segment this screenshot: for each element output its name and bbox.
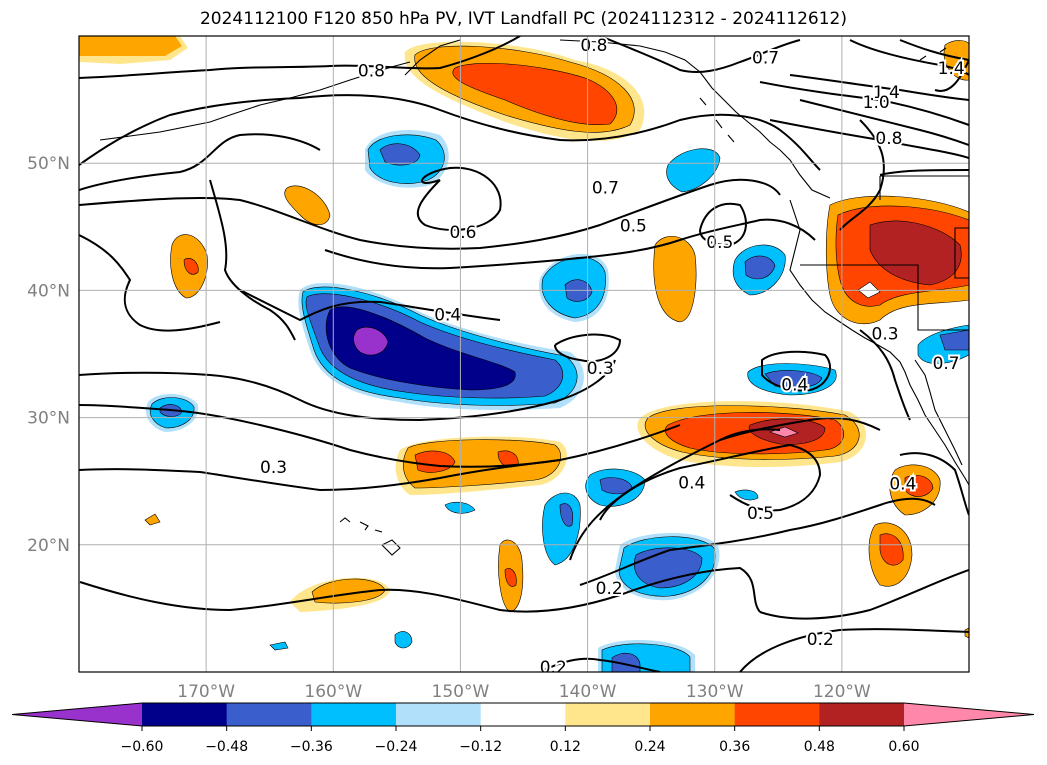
colorbar-bin [142,703,228,726]
negative-anomaly-patch [611,652,641,672]
colorbar-tick-label: −0.60 [121,739,164,755]
contour-label: 0.4 [434,306,461,326]
colorbar-tick-label: −0.24 [375,739,418,755]
negative-anomaly-patch [559,503,573,527]
map-frame [78,35,970,673]
negative-anomaly-patch [353,326,389,356]
contour-label: 0.8 [580,36,607,56]
contour-label: 0.5 [747,504,774,524]
contour-label: 0.2 [596,579,623,599]
colorbar-bin [565,703,651,726]
longitude-labels: 170°W 160°W 150°W 140°W 130°W 120°W [177,682,871,702]
colorbar-bin [226,703,312,726]
colorbar-tick-label: 0.24 [634,739,665,755]
negative-anomaly-patch [734,489,759,501]
contour-label: 0.8 [875,129,902,149]
colorbar-tick-label: −0.48 [205,739,248,755]
contour-label: 0.4 [781,376,808,396]
negative-anomaly-patch [939,329,969,351]
colorbar-bin [904,703,1034,726]
contour-label: 1.4 [873,83,900,103]
colorbar-bin [12,703,142,726]
contour-labels: 0.80.80.71.41.00.81.40.70.6 0.50.50.40.30… [258,36,967,678]
map-title: 2024112100 F120 850 hPa PV, IVT Landfall… [199,9,847,29]
longitude-label: 150°W [432,682,490,702]
contour-label: 0.4 [889,475,916,495]
positive-anomaly-patch [653,236,697,323]
longitude-label: 160°W [304,682,362,702]
latitude-label: 30°N [27,409,70,429]
gridlines [79,36,969,672]
latitude-label: 40°N [27,281,70,301]
colorbar-tick-label: 0.48 [804,739,835,755]
shaded-field [79,36,969,672]
negative-anomaly-patch [666,148,721,193]
positive-anomaly-patch [183,258,199,275]
negative-anomaly-patch [325,306,516,391]
positive-anomaly-patch [144,513,161,526]
negative-anomaly-patch [744,255,776,280]
latitude-label: 50°N [27,154,70,174]
negative-anomaly-patch [269,641,289,651]
colorbar-tick-label: 0.12 [550,739,581,755]
colorbar-tick-label: −0.36 [290,739,333,755]
contour-label: 0.4 [678,473,705,493]
latitude-label: 20°N [27,536,70,556]
negative-anomaly-patch [599,477,633,495]
colorbar-bin [819,703,905,726]
positive-anomaly-patch [943,40,969,81]
contour-label: 0.5 [620,217,647,237]
longitude-label: 140°W [559,682,617,702]
map-area: 0.80.80.71.41.00.81.40.70.6 0.50.50.40.30… [79,36,969,678]
negative-anomaly-patch [379,143,421,166]
positive-anomaly-patch [769,426,799,438]
contour-label: 0.5 [706,233,733,253]
colorbar-bin [734,703,820,726]
longitude-label: 170°W [177,682,235,702]
colorbar-bin [311,703,397,726]
colorbar-tick-label: 0.36 [719,739,750,755]
positive-anomaly-patch [504,568,517,587]
positive-anomaly-patch [79,36,182,56]
contour-label: 0.2 [540,658,567,678]
colorbar: −0.60 −0.48 −0.36 −0.24 −0.12 0.12 0.24 0.36 0.4… [11,702,1035,755]
contour-label: 0.2 [807,630,834,650]
contour-label: 0.7 [752,49,779,69]
positive-anomaly-patch [869,220,962,286]
positive-anomaly-patch [904,475,934,497]
colorbar-bin [480,703,566,726]
longitude-label: 120°W [813,682,871,702]
coastlines [99,39,969,556]
positive-anomaly-patch [284,185,331,226]
colorbar-tick-label: −0.12 [459,739,502,755]
contour-label: 0.7 [592,178,619,198]
colorbar-bin [650,703,736,726]
contour-label: 0.6 [449,223,476,243]
positive-anomaly-patch [452,62,618,125]
contour-label: 1.4 [938,59,965,79]
colorbar-bin [396,703,482,726]
longitude-label: 130°W [686,682,744,702]
negative-anomaly-patch [542,492,581,566]
contour-label: 0.3 [260,458,287,478]
positive-anomaly-patch [402,439,561,489]
contour-label: 0.3 [587,359,614,379]
negative-anomaly-patch [394,631,413,649]
contour-label: 0.3 [872,325,899,345]
contour-label: 1.0 [863,93,890,113]
contour-label: 0.7 [933,354,960,374]
positive-anomaly-patch [879,533,904,566]
positive-anomaly-patch [964,627,969,639]
contour-label: 0.8 [358,61,385,81]
latitude-labels: 20°N 30°N 40°N 50°N [27,154,70,556]
colorbar-tick-label: 0.60 [888,739,919,755]
